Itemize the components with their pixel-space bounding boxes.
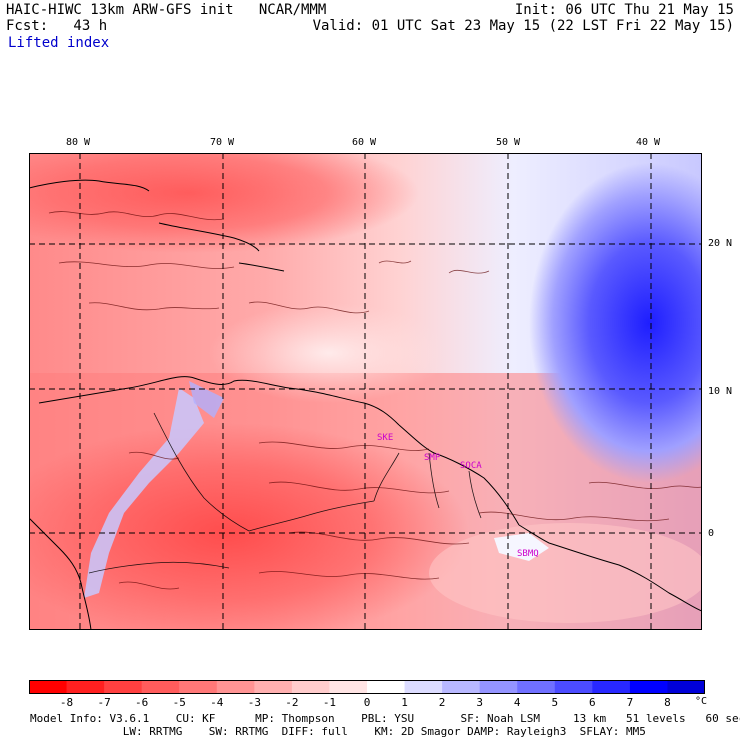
station-label-smp: SMP — [424, 453, 441, 463]
init-time: Init: 06 UTC Thu 21 May 15 — [514, 2, 734, 18]
field-name: Lifted index — [8, 35, 110, 51]
field-blue-magdalena-valley — [84, 388, 204, 598]
colorbar — [29, 680, 705, 694]
lifted-index-contours — [48, 211, 702, 590]
colorbar-cell — [66, 680, 105, 694]
colorbar-label: -4 — [210, 696, 224, 709]
field-pale-south-atlantic — [429, 523, 702, 623]
model-info-line-1: Model Info: V3.6.1 CU: KF MP: Thompson P… — [30, 712, 740, 725]
colorbar-label: 5 — [551, 696, 559, 709]
lon-label-60w: 60 W — [352, 137, 377, 148]
colorbar-label: 4 — [513, 696, 521, 709]
title-line-1: HAIC-HIWC 13km ARW-GFS init NCAR/MMM — [6, 2, 327, 18]
colorbar-label: -7 — [97, 696, 111, 709]
map-frame — [29, 153, 702, 630]
colorbar-cell — [29, 680, 68, 694]
colorbar-cell — [329, 680, 368, 694]
colorbar-label: 0 — [363, 696, 371, 709]
colorbar-cell — [141, 680, 180, 694]
colorbar-label: -8 — [59, 696, 74, 709]
lon-label-40w: 40 W — [636, 137, 661, 148]
field-blue-atlantic — [529, 163, 702, 483]
colorbar-cell — [629, 680, 669, 694]
colorbar-label: 2 — [438, 696, 446, 709]
lifted-index-map[interactable] — [29, 153, 702, 630]
lon-label-80w: 80 W — [66, 137, 91, 148]
colorbar-label: 6 — [589, 696, 596, 709]
colorbar-cell — [592, 680, 631, 694]
valid-time: Valid: 01 UTC Sat 23 May 15 (22 LST Fri … — [312, 18, 734, 34]
station-label-sbmq: SBMQ — [517, 549, 539, 559]
colorbar-cell — [291, 680, 331, 694]
lat-label-20n: 20 N — [708, 238, 733, 249]
lat-label-10n: 10 N — [708, 386, 733, 397]
field-blue-maracaibo — [189, 381, 224, 418]
country-borders — [88, 412, 482, 574]
colorbar-cell — [517, 680, 556, 694]
colorbar-cell — [404, 680, 443, 694]
colorbar-unit: °C — [695, 696, 708, 707]
colorbar-label: 1 — [401, 696, 408, 709]
field-pale-caribbean — [209, 303, 449, 403]
colorbar-label: 7 — [626, 696, 634, 709]
station-label-ske: SKE — [377, 433, 394, 443]
field-red-caribbean — [29, 153, 419, 253]
model-info-line-2: LW: RRTMG SW: RRTMG DIFF: full KM: 2D Sm… — [30, 725, 646, 738]
colorbar-label: -2 — [285, 696, 299, 709]
lat-lon-grid — [29, 153, 702, 630]
colorbar-cell — [254, 680, 293, 694]
lon-label-50w: 50 W — [496, 137, 521, 148]
colorbar-label: -5 — [172, 696, 186, 709]
colorbar-label: -3 — [247, 696, 261, 709]
colorbar-cell — [179, 680, 218, 694]
forecast-hour: Fcst: 43 h — [6, 18, 108, 34]
colorbar-cell — [554, 680, 593, 694]
colorbar-cell — [667, 680, 705, 694]
lat-label-equator: 0 — [708, 528, 715, 539]
colorbar-cell — [479, 680, 518, 694]
colorbar-label: 8 — [664, 696, 671, 709]
colorbar-cell — [216, 680, 255, 694]
colorbar-label: 3 — [476, 696, 483, 709]
colorbar-cell — [442, 680, 481, 694]
lon-label-70w: 70 W — [210, 137, 235, 148]
colorbar-cell — [104, 680, 143, 694]
colorbar-label: -1 — [322, 696, 337, 709]
colorbar-cell — [367, 680, 406, 694]
colorbar-label: -6 — [135, 696, 149, 709]
station-label-soca: SOCA — [460, 461, 482, 471]
